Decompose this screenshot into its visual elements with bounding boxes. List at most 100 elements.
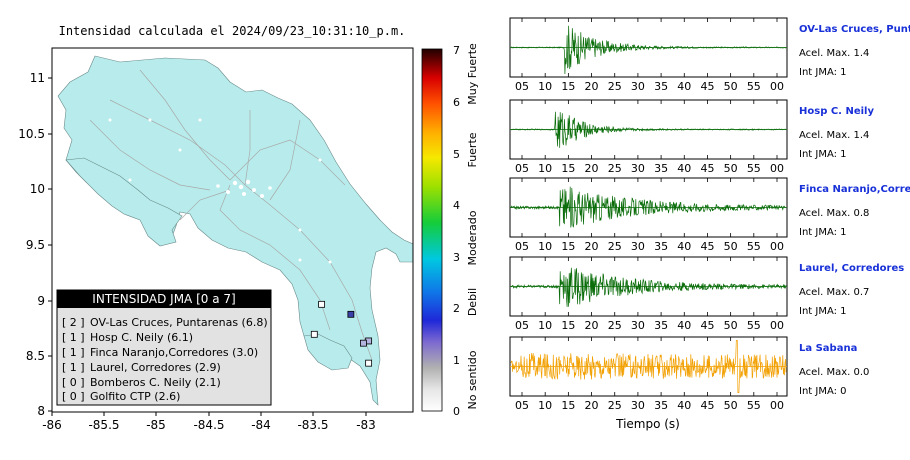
legend-header-bar	[57, 290, 271, 308]
trace-tick-label: 05	[515, 319, 529, 332]
colorbar-category: Muy Fuerte	[466, 43, 479, 105]
trace-tick-label: 05	[515, 162, 529, 175]
colorbar-gradient	[421, 48, 443, 412]
trace-tick-label: 40	[677, 319, 691, 332]
trace-tick-label: 20	[585, 319, 599, 332]
trace-panel: 05 10 15 20 25 30 35 40 45 50 55 00 Hosp C. Neily Ace…	[509, 99, 874, 175]
colorbar-category: Debil	[466, 288, 479, 316]
trace-tick-label: 10	[538, 80, 552, 93]
trace-tick-label: 40	[677, 80, 691, 93]
trace-tick-label: 50	[724, 240, 738, 253]
trace-tick-label: 50	[724, 319, 738, 332]
trace-tick-label: 15	[561, 162, 575, 175]
max-acceleration: Acel. Max. 1.4	[799, 130, 869, 141]
trace-tick-label: 55	[747, 319, 761, 332]
station-marker	[310, 330, 318, 338]
trace-tick-label: 55	[747, 240, 761, 253]
max-acceleration: Acel. Max. 0.0	[799, 367, 869, 378]
trace-tick-label: 05	[515, 399, 529, 412]
trace-waveform	[510, 25, 787, 75]
map-y-axis: 11 10.5 10 9.5 9 8.5 8	[18, 71, 52, 418]
map-x-tick: -85.5	[88, 418, 119, 432]
trace-tick-label: 50	[724, 80, 738, 93]
intensity-legend: INTENSIDAD JMA [0 a 7] [ 2 ] OV-Las Cruc…	[56, 289, 272, 406]
trace-tick-label: 10	[538, 162, 552, 175]
map-x-tick: -86	[42, 418, 62, 432]
trace-tick-label: 45	[700, 162, 714, 175]
station-name: Laurel, Corredores	[799, 263, 904, 274]
map-x-tick: -83	[356, 418, 376, 432]
trace-tick-label: 30	[631, 319, 645, 332]
trace-tick-label: 00	[770, 80, 784, 93]
trace-tick-label: 00	[770, 399, 784, 412]
colorbar-category: Moderado	[466, 210, 479, 265]
legend-row-code: [ 0 ]	[62, 390, 85, 403]
map-title: Intensidad calculada el 2024/09/23_10:31…	[59, 24, 406, 38]
osa-peninsula	[303, 333, 353, 371]
map-x-tick: -84	[251, 418, 271, 432]
trace-panel: 05 10 15 20 25 30 35 40 45 50 55 00 Finca Naranjo,Co…	[509, 177, 910, 253]
map-y-tick: 11	[30, 71, 45, 85]
map-panel: Intensidad calculada el 2024/09/23_10:31…	[18, 24, 414, 432]
legend-row-label: Laurel, Corredores (2.9)	[90, 361, 221, 374]
colorbar-tick: 4	[453, 199, 460, 212]
trace-tick-label: 05	[515, 240, 529, 253]
roads	[89, 69, 373, 361]
trace-tick-label: 10	[538, 240, 552, 253]
legend-header: INTENSIDAD JMA [0 a 7]	[92, 292, 235, 306]
trace-tick-label: 20	[585, 240, 599, 253]
jma-intensity: Int JMA: 0	[799, 386, 847, 397]
trace-tick-label: 35	[654, 80, 668, 93]
legend-row-code: [ 2 ]	[62, 316, 85, 329]
map-y-tick: 8	[37, 404, 45, 418]
trace-tick-label: 35	[654, 319, 668, 332]
trace-tick-label: 15	[561, 399, 575, 412]
trace-tick-label: 10	[538, 399, 552, 412]
legend-row-code: [ 1 ]	[62, 346, 85, 359]
trace-tick-label: 35	[654, 240, 668, 253]
station-name: Hosp C. Neily	[799, 106, 874, 117]
trace-waveform	[510, 340, 787, 393]
trace-tick-label: 00	[770, 240, 784, 253]
trace-waveform	[510, 186, 787, 228]
max-acceleration: Acel. Max. 0.7	[799, 287, 869, 298]
max-acceleration: Acel. Max. 0.8	[799, 208, 869, 219]
colorbar-category: Fuerte	[466, 132, 479, 167]
colorbar-tick: 1	[453, 354, 460, 367]
jma-intensity: Int JMA: 1	[799, 227, 847, 238]
trace-tick-label: 35	[654, 399, 668, 412]
trace-tick-label: 15	[561, 240, 575, 253]
legend-row-label: Finca Naranjo,Corredores (3.0)	[90, 346, 258, 359]
trace-panel: 05 10 15 20 25 30 35 40 45 50 55 00 OV-Las Cruces, P…	[509, 17, 910, 93]
trace-tick-label: 45	[700, 319, 714, 332]
max-acceleration: Acel. Max. 1.4	[799, 48, 869, 59]
map-x-tick: -84.5	[193, 418, 224, 432]
map-x-axis: -86 -85.5 -85 -84.5 -84 -83.5 -83	[42, 412, 376, 432]
map-x-tick: -85	[146, 418, 166, 432]
station-markers	[310, 300, 373, 367]
station-marker	[360, 339, 367, 347]
legend-row-label: Hosp C. Neily (6.1)	[90, 331, 193, 344]
jma-intensity: Int JMA: 1	[799, 149, 847, 160]
legend-row-label: Bomberos C. Neily (2.1)	[90, 376, 221, 389]
trace-tick-label: 50	[724, 162, 738, 175]
trace-tick-label: 45	[700, 80, 714, 93]
map-y-tick: 10.5	[18, 127, 45, 141]
station-marker	[365, 359, 373, 367]
trace-waveform	[510, 111, 787, 148]
trace-tick-label: 30	[631, 399, 645, 412]
station-name: Finca Naranjo,Corredor	[799, 184, 910, 195]
trace-tick-label: 55	[747, 162, 761, 175]
trace-tick-label: 20	[585, 80, 599, 93]
map-y-tick: 9.5	[26, 238, 45, 252]
trace-tick-label: 25	[608, 319, 622, 332]
legend-row-code: [ 1 ]	[62, 331, 85, 344]
map-y-tick: 8.5	[26, 349, 45, 363]
trace-tick-label: 10	[538, 319, 552, 332]
trace-tick-label: 40	[677, 399, 691, 412]
station-marker	[347, 310, 355, 318]
colorbar-tick: 3	[453, 251, 460, 264]
trace-tick-label: 25	[608, 162, 622, 175]
jma-intensity: Int JMA: 1	[799, 67, 847, 78]
trace-waveform	[510, 267, 787, 307]
